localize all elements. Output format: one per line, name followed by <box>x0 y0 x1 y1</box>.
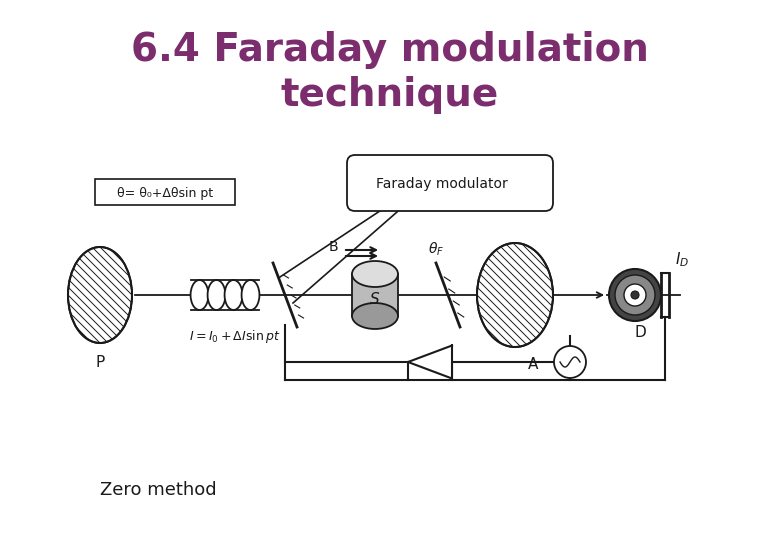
Ellipse shape <box>352 261 398 287</box>
Ellipse shape <box>242 280 260 310</box>
Ellipse shape <box>225 280 243 310</box>
Text: 6.4 Faraday modulation: 6.4 Faraday modulation <box>131 31 649 69</box>
Ellipse shape <box>190 280 208 310</box>
Polygon shape <box>408 346 452 379</box>
Circle shape <box>554 346 586 378</box>
Ellipse shape <box>207 280 225 310</box>
Text: S: S <box>370 292 380 307</box>
Text: B: B <box>328 240 338 254</box>
FancyBboxPatch shape <box>347 155 553 211</box>
Bar <box>352 274 398 316</box>
Text: $I=I_0+\Delta I\sin pt$: $I=I_0+\Delta I\sin pt$ <box>190 328 281 345</box>
Text: θ= θ₀+Δθsin pt: θ= θ₀+Δθsin pt <box>117 186 213 199</box>
Text: technique: technique <box>281 76 499 114</box>
Text: Zero method: Zero method <box>100 481 217 499</box>
Text: Faraday modulator: Faraday modulator <box>376 177 508 191</box>
Ellipse shape <box>68 247 132 343</box>
Ellipse shape <box>477 243 553 347</box>
Circle shape <box>615 275 655 315</box>
Bar <box>95 179 235 205</box>
Circle shape <box>631 291 639 299</box>
Circle shape <box>609 269 661 321</box>
Text: $\theta_F$: $\theta_F$ <box>428 240 444 258</box>
Text: A: A <box>528 357 538 372</box>
Circle shape <box>624 284 646 306</box>
Ellipse shape <box>352 303 398 329</box>
Text: $I_D$: $I_D$ <box>675 251 690 269</box>
Text: P: P <box>95 355 105 370</box>
Text: D: D <box>634 325 646 340</box>
